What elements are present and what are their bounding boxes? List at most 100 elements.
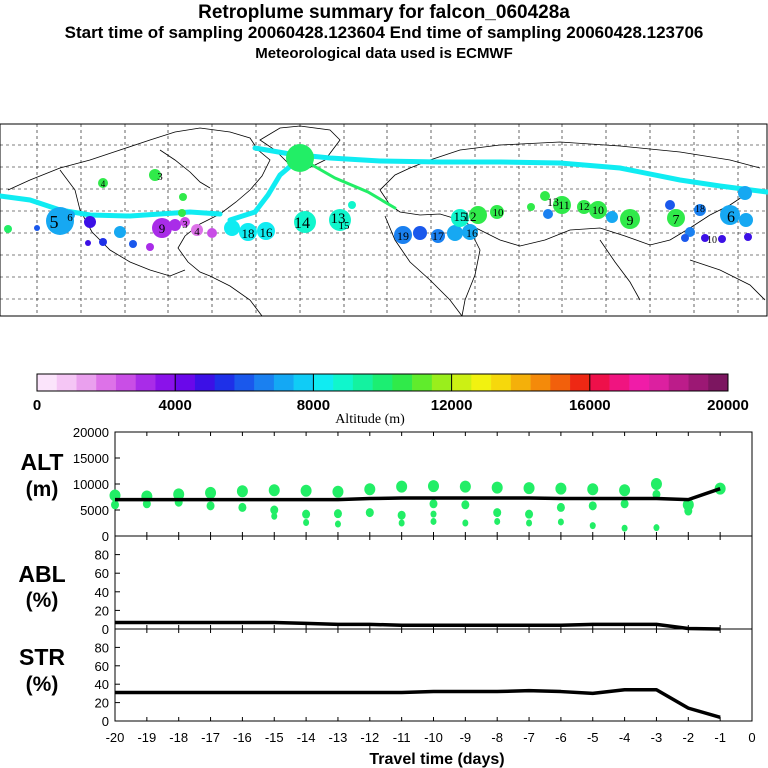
plume-dot-52	[149, 169, 161, 181]
alt-cluster-11-1	[461, 500, 470, 510]
colorbar-tick-3: 12000	[431, 397, 473, 414]
plume-dot-16	[224, 220, 240, 236]
plume-dot-32	[553, 196, 571, 214]
xtick-label-3: -17	[201, 730, 220, 745]
plume-dot-20	[329, 209, 351, 231]
xtick-label-0: -20	[106, 730, 125, 745]
xtick-label-20: 0	[748, 730, 755, 745]
plume-dot-45	[701, 234, 709, 242]
alt-cluster-7-0	[332, 485, 344, 498]
colorbar-cell-0	[37, 374, 58, 391]
plume-dot-4	[99, 238, 107, 246]
colorbar-cell-3	[96, 374, 117, 391]
alt-cluster-13-0	[523, 482, 535, 495]
colorbar-cell-27	[570, 374, 591, 391]
alt-cluster-16-1	[620, 499, 629, 509]
xtick-label-18: -2	[683, 730, 695, 745]
colorbar-cell-30	[629, 374, 650, 391]
plume-label-19: 11	[558, 198, 570, 212]
sa-coast	[209, 275, 263, 317]
alt-cluster-12-1	[493, 508, 502, 518]
sampling-times: Start time of sampling 20060428.123604 E…	[64, 23, 704, 42]
plume-dot-8	[146, 243, 154, 251]
panel-title-0: ALT	[20, 449, 63, 475]
alt-cluster-17-0	[650, 478, 662, 490]
hudson-coast	[159, 149, 211, 189]
colorbar-cell-15	[333, 374, 354, 391]
series-line-0-0	[115, 487, 721, 502]
colorbar-tick-2: 8000	[297, 397, 330, 414]
xtick-label-4: -16	[233, 730, 252, 745]
colorbar-cell-17	[372, 374, 393, 391]
xtick-label-17: -3	[651, 730, 663, 745]
eurasia-north	[379, 141, 761, 191]
plume-dot-24	[431, 229, 445, 243]
colorbar-ticks: 0 4000 8000 12000 16000 20000	[33, 374, 749, 414]
ytick-label-2-4: 80	[95, 640, 109, 655]
se-asia	[599, 239, 641, 301]
alt-cluster-17-1	[652, 489, 661, 499]
plume-label-10: 3	[157, 171, 163, 183]
alt-cluster-13-2	[526, 519, 533, 527]
plume-label-25: 6	[727, 209, 735, 226]
ytick-label-2-2: 40	[95, 677, 109, 692]
plume-dot-22	[394, 226, 412, 244]
panel-abl: ABL(%) 0 20 40 60 80	[18, 535, 753, 637]
alt-cluster-11-0	[459, 480, 471, 493]
plume-dot-34	[577, 200, 591, 214]
greenland	[259, 125, 341, 171]
alt-cluster-4-0	[236, 485, 248, 498]
plume-label-18: 13	[547, 195, 559, 209]
ytick-label-0-0: 0	[102, 529, 109, 544]
plume-dot-33	[540, 191, 550, 201]
ytick-label-2-0: 0	[102, 714, 109, 729]
alt-cluster-15-1	[588, 501, 597, 511]
plume-label-20: 12	[579, 201, 590, 213]
map-frame	[0, 123, 768, 317]
xtick-label-14: -6	[555, 730, 567, 745]
plume-dot-11	[191, 224, 203, 236]
colorbar-cell-11	[254, 374, 275, 391]
ytick-label-2-1: 20	[95, 696, 109, 711]
colorbar-cell-2	[76, 374, 97, 391]
alt-cluster-2-0	[173, 488, 185, 501]
xtick-label-10: -10	[424, 730, 443, 745]
plume-dot-37	[620, 209, 640, 229]
ytick-label-1-3: 60	[95, 566, 109, 581]
plume-dot-0	[4, 225, 12, 233]
alt-cluster-4-1	[238, 502, 247, 512]
plume-dot-47	[744, 233, 752, 241]
plume-dot-31	[543, 209, 553, 219]
plume-dot-49	[286, 144, 314, 172]
plume-centroids	[4, 144, 753, 251]
colorbar-cell-29	[609, 374, 630, 391]
plume-dot-19	[294, 211, 316, 233]
plume-dot-13	[98, 178, 108, 188]
colorbar-cell-19	[412, 374, 433, 391]
colorbar-cell-5	[135, 374, 156, 391]
colorbar-cell-9	[214, 374, 235, 391]
alt-cluster-17-2	[653, 524, 660, 532]
colorbar-cell-31	[649, 374, 670, 391]
plume-label-21: 10	[592, 203, 604, 217]
colorbar-cell-16	[352, 374, 373, 391]
na-west-coast	[59, 169, 186, 277]
alt-cluster-10-1	[429, 499, 438, 509]
plume-dot-38	[667, 209, 685, 227]
panel-str: STR (%) 0 20 40 60 80	[19, 628, 753, 729]
panel-unit-1: (%)	[26, 589, 59, 612]
xtick-label-2: -18	[169, 730, 188, 745]
colorbar-cell-26	[550, 374, 571, 391]
track-atlantic	[298, 156, 397, 210]
alt-cluster-14-2	[557, 518, 564, 526]
plume-label-14: 16	[466, 226, 478, 240]
ytick-label-1-2: 40	[95, 585, 109, 600]
alt-cluster-7-2	[334, 520, 341, 528]
plume-dot-18	[257, 222, 275, 240]
panel-frame-1	[114, 535, 753, 630]
alt-cluster-11-2	[462, 519, 469, 527]
plume-dot-35	[589, 201, 607, 219]
plume-dot-10	[180, 217, 190, 227]
plume-dot-40	[694, 204, 706, 216]
alt-cluster-8-1	[365, 508, 374, 518]
